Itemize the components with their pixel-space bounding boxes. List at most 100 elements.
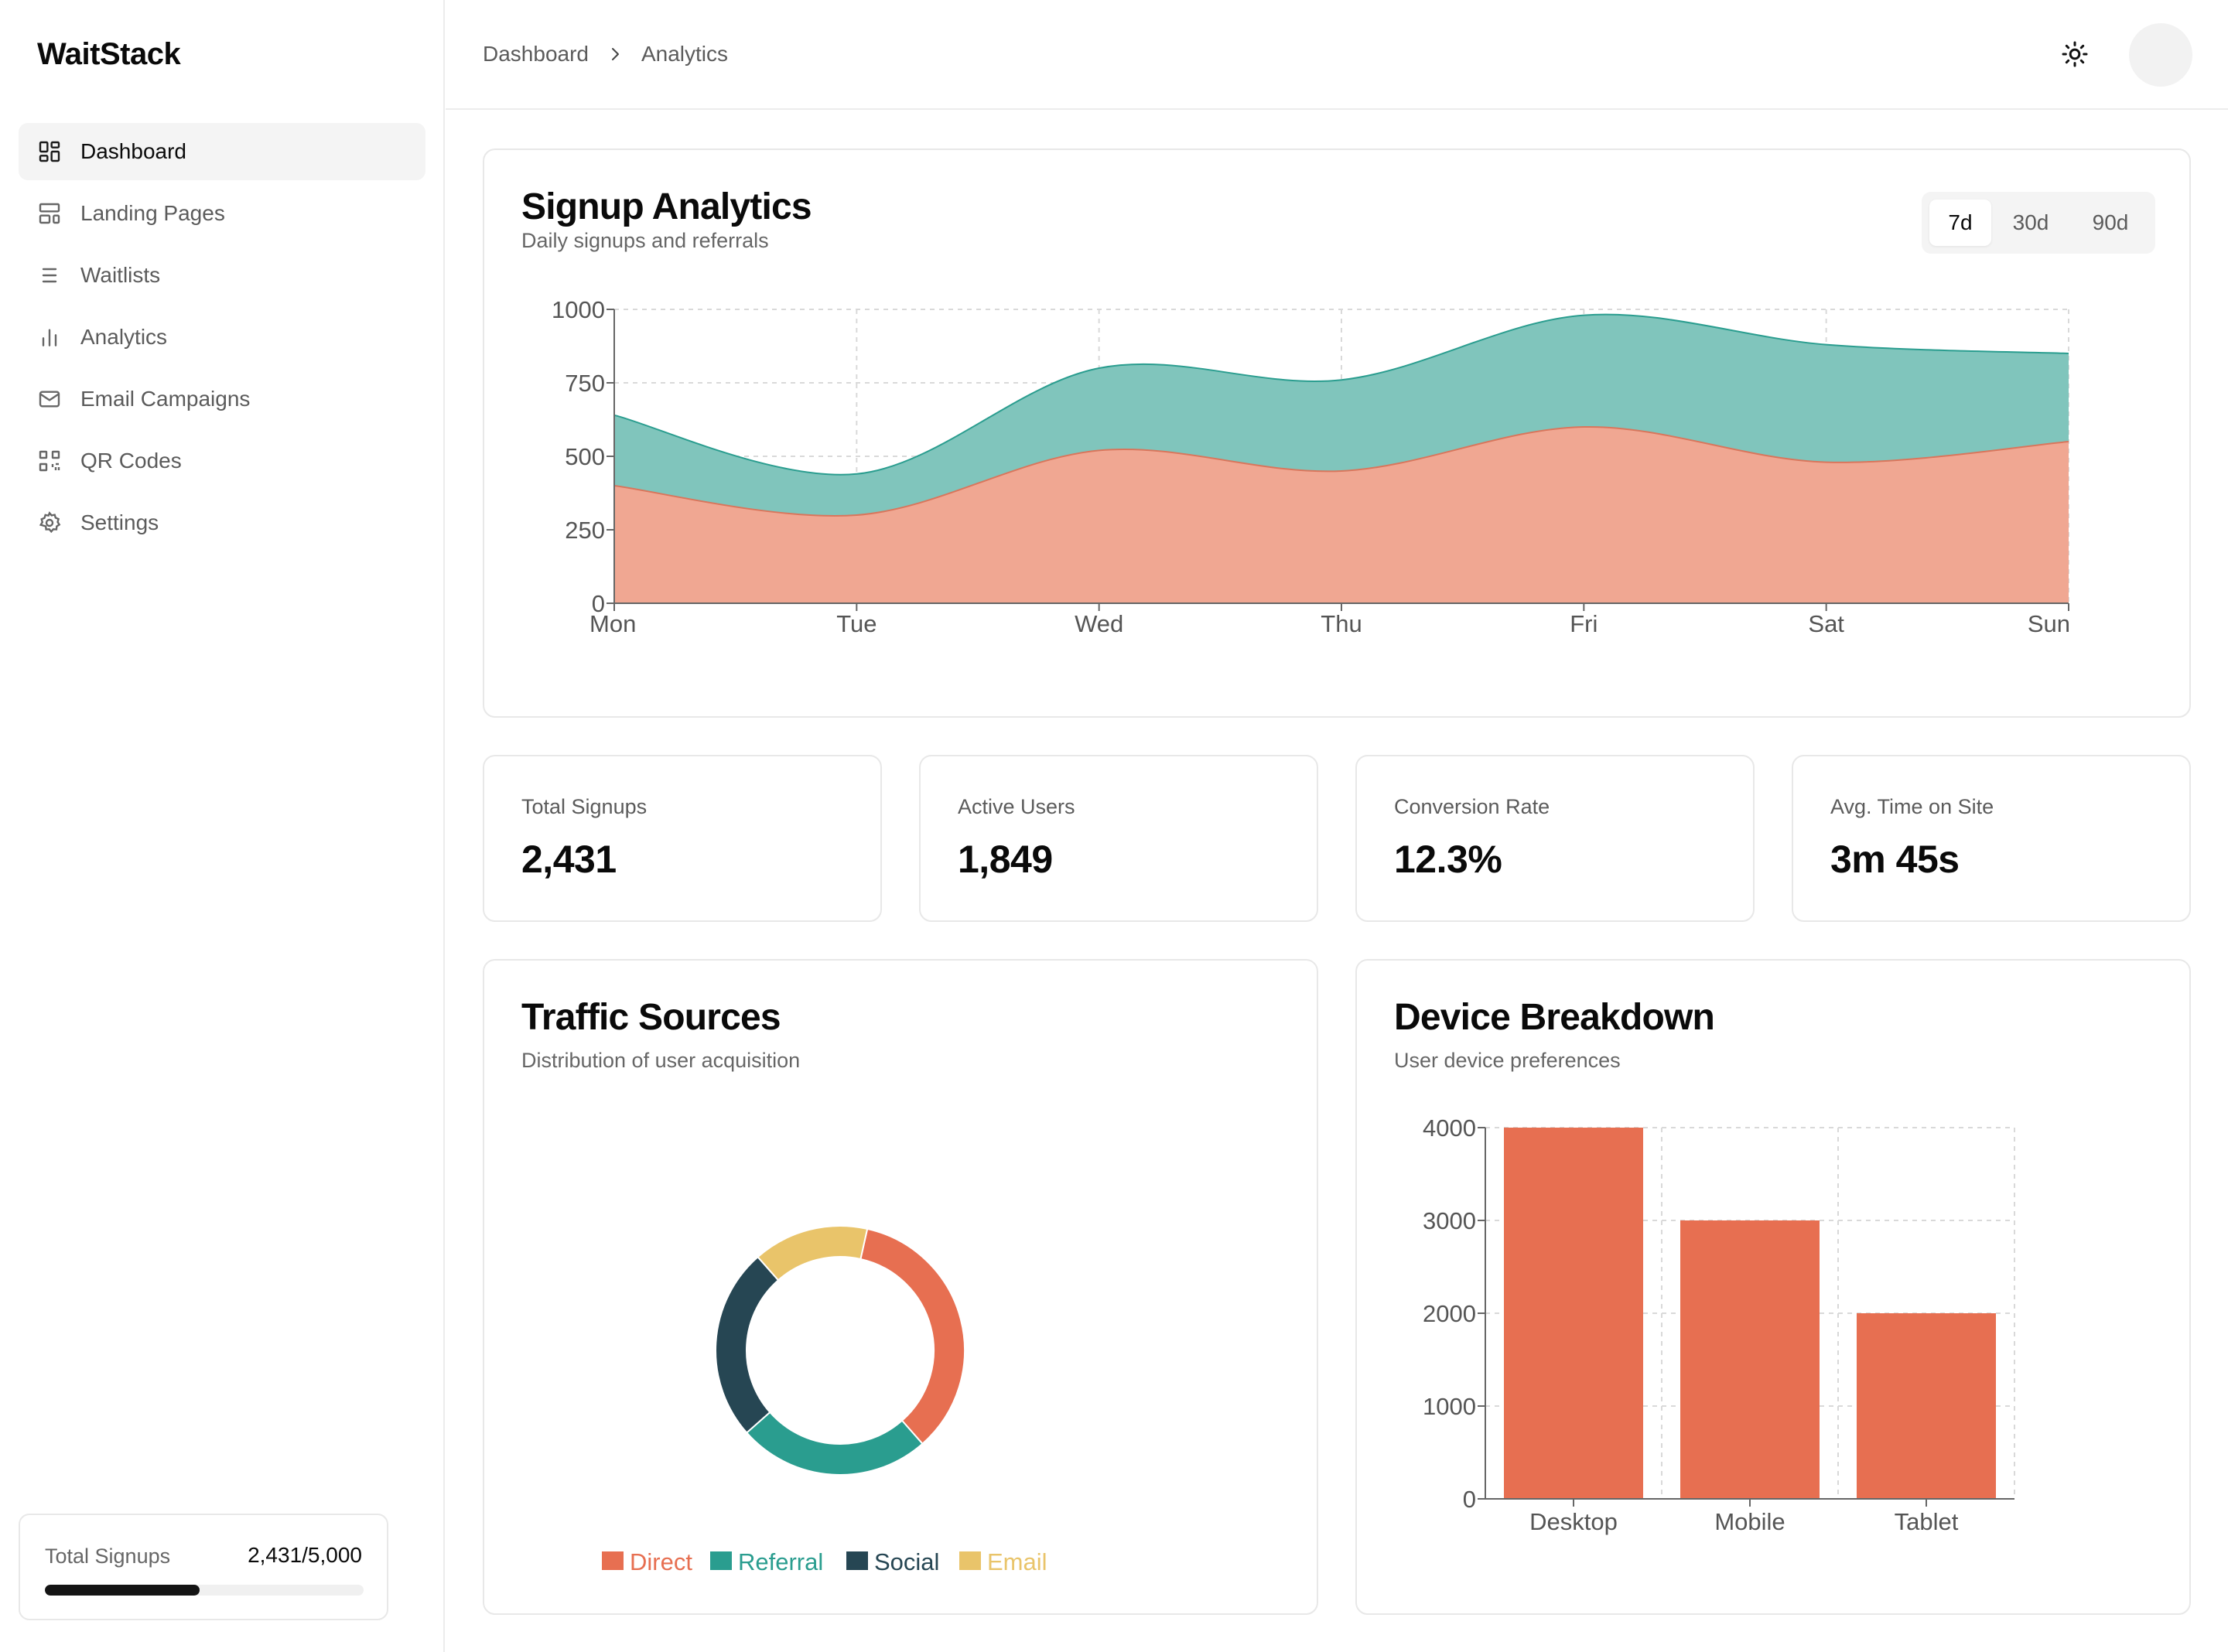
stat-label: Total Signups: [521, 795, 648, 818]
legend-swatch-direct: [602, 1551, 624, 1570]
sidebar-item-email-campaigns[interactable]: Email Campaigns: [19, 370, 425, 428]
app-logo[interactable]: WaitStack: [37, 37, 181, 71]
bar-desktop: [1504, 1128, 1643, 1499]
y-tick-label: 500: [565, 443, 605, 470]
breadcrumb-item-dashboard[interactable]: Dashboard: [483, 42, 589, 66]
mail-icon: [37, 387, 62, 411]
traffic-sources-card: Traffic Sources Distribution of user acq…: [483, 959, 1318, 1615]
x-tick-label: Tablet: [1895, 1508, 1959, 1535]
breadcrumb-item-analytics: Analytics: [641, 42, 729, 66]
x-tick-label: Wed: [1075, 610, 1123, 637]
signup-quota-value: 2,431/5,000: [248, 1543, 362, 1567]
sidebar-item-dashboard[interactable]: Dashboard: [19, 123, 425, 180]
stat-label: Conversion Rate: [1394, 795, 1550, 818]
bar-mobile: [1680, 1220, 1820, 1499]
area-series-1: [614, 426, 2069, 603]
donut-slice-social: [715, 1255, 780, 1434]
sidebar-item-landing-pages[interactable]: Landing Pages: [19, 185, 425, 242]
chevron-right-icon: [611, 48, 619, 60]
stat-label: Active Users: [958, 795, 1075, 818]
y-tick-label: 1000: [552, 296, 605, 323]
range-option-30d[interactable]: 30d: [2012, 210, 2049, 234]
legend-swatch-social: [846, 1551, 868, 1570]
x-tick-label: Sun: [2028, 610, 2070, 637]
range-option-7d[interactable]: 7d: [1929, 200, 1991, 246]
x-tick-label: Thu: [1321, 610, 1362, 637]
x-tick-label: Sat: [1808, 610, 1844, 637]
donut-slice-direct: [859, 1227, 965, 1446]
sidebar-item-waitlists[interactable]: Waitlists: [19, 247, 425, 304]
signup-quota-label: Total Signups: [45, 1544, 171, 1568]
x-tick-label: Mobile: [1714, 1508, 1785, 1535]
sidebar-item-label: Landing Pages: [80, 201, 225, 225]
signup-quota-card: Total Signups 2,431/5,000: [19, 1514, 388, 1620]
device-bar-chart: Desktop Mobile Tablet 0 1000 2000 3000 4000: [1423, 1114, 2015, 1535]
time-range-toggle: 7d 30d 90d: [1922, 192, 2155, 254]
stat-value: 12.3%: [1394, 838, 1502, 881]
signup-analytics-card: Signup Analytics Daily signups and refer…: [483, 148, 2191, 718]
y-tick-label: 0: [592, 590, 605, 617]
x-tick-label: Fri: [1570, 610, 1598, 637]
breadcrumb: Dashboard Analytics: [483, 42, 728, 67]
area-series-2: [614, 314, 2069, 516]
x-tick-label: Mon: [589, 610, 636, 637]
y-tick-label: 250: [565, 517, 605, 544]
y-tick-label: 0: [1463, 1486, 1476, 1513]
signup-analytics-title: Signup Analytics: [521, 186, 812, 227]
sidebar-item-label: Analytics: [80, 325, 168, 349]
sidebar-item-label: Dashboard: [80, 139, 186, 163]
top-header: Dashboard Analytics: [446, 0, 2228, 110]
y-tick-label: 1000: [1423, 1393, 1476, 1420]
signup-quota-progress-fill: [45, 1585, 200, 1596]
sidebar-item-analytics[interactable]: Analytics: [19, 309, 425, 366]
area-series-2-line: [613, 313, 2069, 476]
stat-card-conversion-rate: Conversion Rate 12.3%: [1355, 755, 1755, 922]
x-tick-label: Desktop: [1529, 1508, 1618, 1535]
bar-tablet: [1857, 1313, 1996, 1499]
y-tick-label: 3000: [1423, 1207, 1476, 1234]
gear-icon: [37, 510, 62, 535]
stat-value: 1,849: [958, 838, 1053, 881]
y-tick-label: 750: [565, 370, 605, 397]
sidebar-item-settings[interactable]: Settings: [19, 494, 425, 551]
traffic-sources-title: Traffic Sources: [521, 997, 781, 1038]
donut-slice-email: [757, 1225, 869, 1282]
sidebar-nav: Dashboard Landing Pages Waitlists Analyt…: [19, 123, 425, 556]
legend-swatch-email: [959, 1551, 981, 1570]
theme-toggle-button[interactable]: [2059, 39, 2090, 70]
y-tick-label: 2000: [1423, 1300, 1476, 1327]
range-option-90d[interactable]: 90d: [2092, 210, 2129, 234]
sidebar: WaitStack Dashboard Landing Pages Waitli…: [0, 0, 445, 1652]
avatar[interactable]: [2129, 23, 2192, 87]
legend-label-direct: Direct: [630, 1548, 692, 1575]
bar-chart-icon: [37, 325, 62, 350]
stat-value: 3m 45s: [1830, 838, 1960, 881]
stat-label: Avg. Time on Site: [1830, 795, 1994, 818]
area-series-1-line: [613, 425, 2069, 517]
signup-quota-progress: [45, 1585, 364, 1596]
sidebar-item-label: Waitlists: [80, 263, 161, 287]
x-tick-label: Tue: [836, 610, 877, 637]
sidebar-item-label: Email Campaigns: [80, 387, 251, 411]
device-breakdown-title: Device Breakdown: [1394, 997, 1715, 1038]
donut-slice-referral: [745, 1411, 924, 1476]
signup-analytics-subtitle: Daily signups and referrals: [521, 229, 769, 252]
stat-value: 2,431: [521, 838, 617, 881]
qr-code-icon: [37, 449, 62, 473]
sidebar-item-label: Settings: [80, 510, 159, 534]
device-breakdown-subtitle: User device preferences: [1394, 1049, 1621, 1072]
legend-label-email: Email: [987, 1548, 1047, 1575]
legend-label-social: Social: [874, 1548, 939, 1575]
sun-icon: [2062, 41, 2088, 67]
list-icon: [37, 263, 62, 288]
signup-area-chart: 0 250 500 750 1000 Mon Tue Wed Thu Fri Sat Sun: [552, 296, 2070, 637]
sidebar-item-qr-codes[interactable]: QR Codes: [19, 432, 425, 490]
stat-card-avg-time: Avg. Time on Site 3m 45s: [1792, 755, 2191, 922]
traffic-donut-chart: Direct Referral Social Email: [602, 1225, 1047, 1575]
stat-card-active-users: Active Users 1,849: [919, 755, 1318, 922]
stat-card-total-signups: Total Signups 2,431: [483, 755, 882, 922]
y-tick-label: 4000: [1423, 1114, 1476, 1142]
device-breakdown-card: Device Breakdown User device preferences…: [1355, 959, 2191, 1615]
sidebar-item-label: QR Codes: [80, 449, 182, 473]
traffic-sources-subtitle: Distribution of user acquisition: [521, 1049, 801, 1072]
